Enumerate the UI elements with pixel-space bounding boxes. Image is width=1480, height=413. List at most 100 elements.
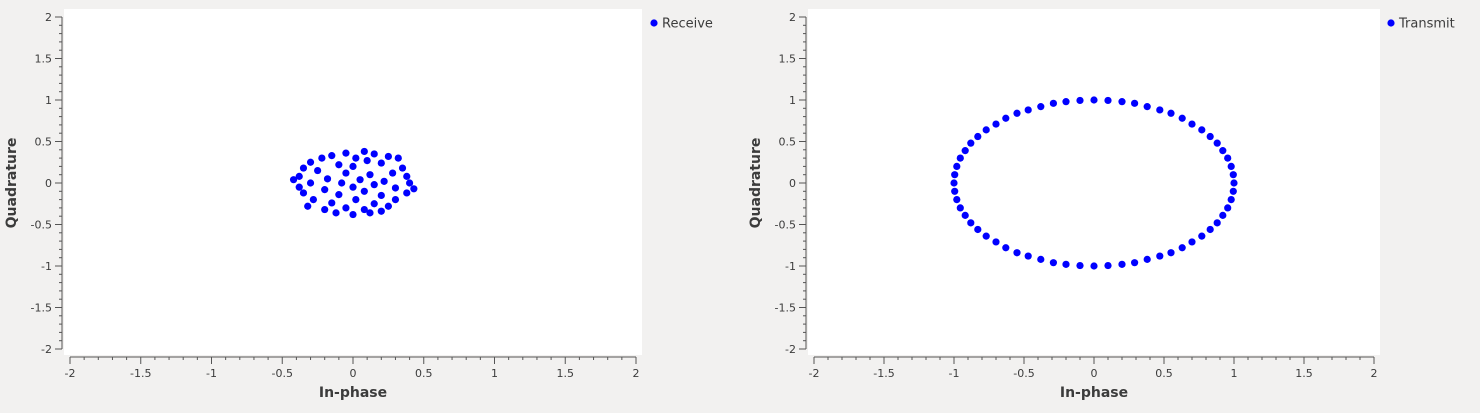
data-point [335,161,343,169]
data-point [1188,120,1196,128]
data-point [982,126,990,134]
data-point [1227,196,1235,204]
y-tick-label: -1.5 [31,302,52,315]
y-tick-label: 0.5 [779,136,797,149]
data-point [1206,225,1214,234]
data-point [384,152,392,161]
data-point [1224,154,1232,162]
data-point [1062,98,1070,106]
data-point [1013,109,1021,117]
plot-canvas [808,9,1380,355]
y-tick-label: -2 [785,343,796,356]
data-point [1178,114,1186,122]
data-point [370,200,378,208]
data-point [1049,259,1057,267]
data-point [370,181,378,189]
x-tick-label: -1.5 [873,367,894,380]
data-point [1206,132,1214,141]
data-point [342,204,350,212]
y-tick-label: -0.5 [775,219,796,232]
data-point [323,175,332,183]
data-point [306,179,315,187]
data-point [1188,238,1196,246]
x-tick-label: -2 [809,367,820,380]
data-point [992,120,1000,128]
data-point [1219,211,1227,219]
data-point [398,164,407,172]
data-point [982,232,990,240]
data-point [961,211,969,219]
data-point [967,139,975,147]
data-point [342,169,350,177]
data-point [391,184,400,192]
data-point [967,219,975,227]
data-point [349,162,357,170]
y-tick-label: -1 [785,260,796,273]
data-point [1198,126,1206,134]
data-point [1037,103,1045,111]
data-point [1062,260,1070,268]
x-axis-title: In-phase [319,385,387,401]
data-point [953,162,961,170]
data-point [1229,187,1237,195]
data-point [956,154,964,162]
y-tick-label: -0.5 [31,219,52,232]
data-point [1013,249,1021,257]
data-point [1049,99,1057,107]
data-point [328,152,336,160]
data-point [366,209,374,217]
legend-marker [650,19,658,27]
x-axis-title: In-phase [1060,385,1128,401]
data-point [349,210,357,219]
x-tick-label: 2 [1371,367,1378,380]
data-point [1219,147,1227,155]
y-tick-label: 0 [45,177,52,190]
data-point [1002,114,1010,122]
data-point [389,169,397,177]
data-point [360,205,368,214]
data-point [1143,255,1151,263]
data-point [1143,103,1151,111]
data-point [360,147,368,156]
data-point [951,171,959,179]
data-point [328,199,336,207]
data-point [321,186,329,194]
data-point [352,154,360,162]
x-tick-label: 0 [350,367,357,380]
data-point [306,158,315,166]
data-point [1131,99,1139,107]
data-point [1002,244,1010,252]
data-point [1178,244,1186,252]
data-point [332,209,340,217]
data-point [1076,261,1084,270]
y-tick-label: 2 [789,11,796,24]
data-point [1213,219,1221,227]
data-point [1213,139,1221,147]
data-point [1156,252,1164,260]
legend-label: Transmit [1398,17,1455,32]
data-point [366,171,374,179]
data-point [314,166,322,175]
data-point [1090,262,1098,270]
y-tick-label: 1.5 [779,53,797,66]
x-tick-label: -0.5 [272,367,293,380]
data-point [1198,232,1206,240]
x-tick-label: -0.5 [1013,367,1034,380]
data-point [338,179,346,187]
x-tick-label: 0.5 [1155,367,1173,380]
legend-marker [1387,19,1395,27]
legend-label: Receive [662,17,713,32]
data-point [321,205,329,214]
y-tick-label: 1.5 [35,53,53,66]
x-tick-label: 0.5 [415,367,433,380]
data-point [1076,96,1084,105]
data-point [1024,106,1032,114]
x-tick-label: 2 [633,367,640,380]
data-point [956,204,964,212]
data-point [318,154,326,162]
data-point [403,189,411,197]
data-point [295,183,303,191]
data-point [1118,260,1126,268]
y-tick-label: 1 [45,94,52,107]
